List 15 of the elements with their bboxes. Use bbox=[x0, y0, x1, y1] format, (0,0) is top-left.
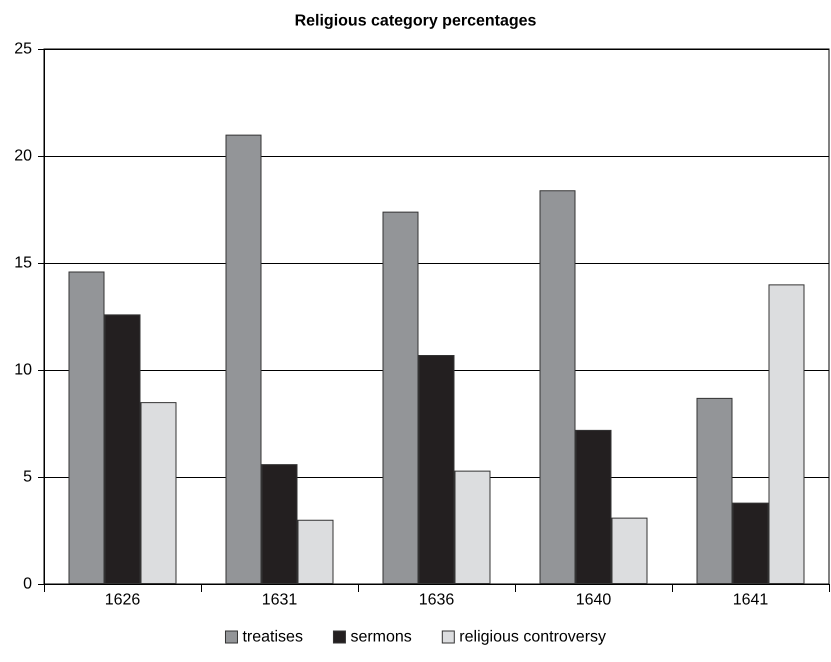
y-tick-label: 0 bbox=[23, 576, 32, 592]
x-tick-label: 1636 bbox=[418, 592, 454, 608]
x-tick-label: 1631 bbox=[262, 592, 298, 608]
y-tick-label: 20 bbox=[14, 148, 32, 164]
legend-label: sermons bbox=[350, 628, 412, 646]
legend-label: religious controversy bbox=[459, 628, 606, 646]
y-tick-label: 15 bbox=[14, 254, 32, 272]
x-tick-label: 1641 bbox=[732, 592, 768, 608]
chart-title: Religious category percentages bbox=[294, 12, 537, 30]
y-tick-label: 5 bbox=[23, 468, 32, 486]
x-tick-label: 1626 bbox=[104, 592, 140, 608]
y-tick-label: 10 bbox=[14, 362, 32, 378]
x-tick-label: 1640 bbox=[576, 592, 612, 608]
legend-label: treatises bbox=[242, 628, 303, 646]
y-tick-label: 25 bbox=[14, 40, 32, 58]
